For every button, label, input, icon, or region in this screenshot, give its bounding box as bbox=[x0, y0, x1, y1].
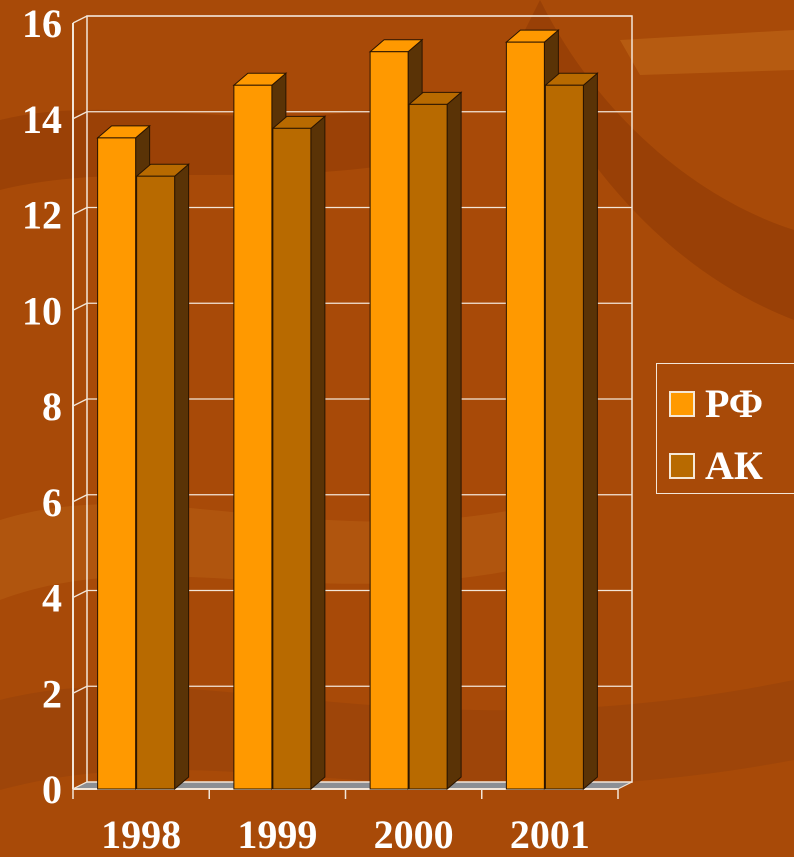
bar-front bbox=[97, 137, 137, 790]
bar-side bbox=[446, 91, 462, 791]
bar-front bbox=[272, 127, 312, 790]
wall-tick-connector bbox=[72, 589, 88, 599]
legend-label-ak: АК bbox=[705, 443, 763, 488]
y-tick-label: 16 bbox=[22, 1, 62, 46]
wall-tick-connector bbox=[72, 398, 88, 407]
y-tick-label: 14 bbox=[22, 97, 62, 142]
wall-tick-connector bbox=[72, 15, 88, 24]
x-tick-label: 2000 bbox=[374, 812, 454, 857]
wall-tick-connector bbox=[72, 302, 88, 311]
bar-front bbox=[544, 84, 584, 790]
y-tick-label: 10 bbox=[22, 288, 62, 333]
bar-АК-1999 bbox=[271, 115, 327, 791]
bar-АК-2001 bbox=[544, 72, 599, 791]
bar-side bbox=[582, 72, 598, 791]
wall-tick-connector bbox=[72, 494, 88, 503]
x-tick-label: 1998 bbox=[101, 812, 181, 857]
bar-front bbox=[233, 84, 273, 790]
back-wall bbox=[86, 15, 633, 783]
wall-tick-connector bbox=[72, 111, 88, 120]
bar-front bbox=[505, 41, 545, 790]
y-tick-label: 2 bbox=[42, 671, 62, 716]
bar-front bbox=[408, 103, 448, 790]
legend-item-rf: РФ bbox=[669, 384, 763, 424]
bar-side bbox=[310, 115, 326, 791]
x-axis-tick-labels: 1998 1999 2000 2001 bbox=[101, 812, 590, 857]
bar-АК-2000 bbox=[407, 91, 463, 791]
wall-tick-connector bbox=[72, 206, 88, 216]
bar-series bbox=[96, 29, 599, 791]
y-tick-label: 4 bbox=[42, 576, 62, 621]
x-tick-label: 2001 bbox=[510, 812, 590, 857]
y-axis-tick-labels: 0 2 4 6 8 10 12 14 16 bbox=[22, 1, 62, 812]
wall-tick-connector bbox=[72, 685, 88, 694]
bar-АК-1998 bbox=[135, 163, 190, 791]
y-tick-label: 0 bbox=[42, 767, 62, 812]
x-tick-label: 1999 bbox=[237, 812, 317, 857]
y-tick-label: 8 bbox=[42, 384, 62, 429]
legend-item-ak: АК bbox=[669, 446, 763, 486]
y-tick-label: 6 bbox=[42, 480, 62, 525]
bar-front bbox=[136, 175, 176, 790]
legend-swatch-rf bbox=[669, 391, 695, 417]
bar-front bbox=[369, 51, 409, 790]
legend-swatch-ak bbox=[669, 453, 695, 479]
legend: РФ АК bbox=[656, 363, 794, 494]
bar-side bbox=[174, 163, 190, 791]
y-tick-label: 12 bbox=[22, 193, 62, 238]
legend-label-rf: РФ bbox=[705, 381, 764, 426]
